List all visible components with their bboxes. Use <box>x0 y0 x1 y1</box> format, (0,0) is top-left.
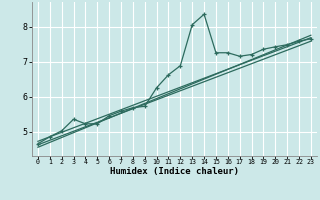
X-axis label: Humidex (Indice chaleur): Humidex (Indice chaleur) <box>110 167 239 176</box>
